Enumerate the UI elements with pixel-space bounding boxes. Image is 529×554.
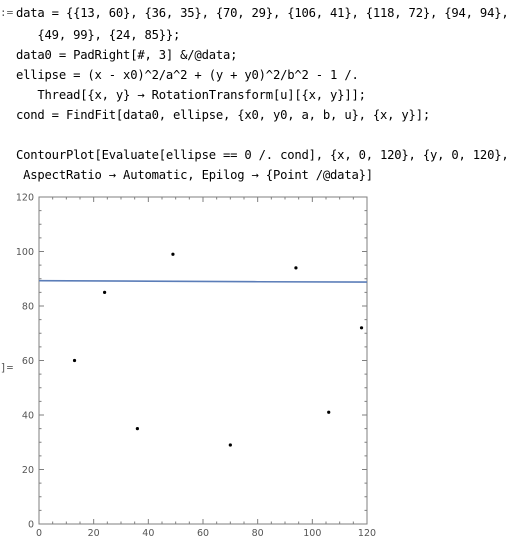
notebook-input-cell[interactable]: := data = {{13, 60}, {36, 35}, {70, 29},… <box>0 0 529 190</box>
x-tick-label: 20 <box>88 528 100 539</box>
contour-line <box>38 279 368 283</box>
x-tick-label: 120 <box>358 528 376 539</box>
x-tick-label: 60 <box>197 528 209 539</box>
data-point <box>103 290 107 294</box>
y-tick-label: 120 <box>16 193 34 204</box>
data-point <box>327 410 331 414</box>
data-point <box>228 443 232 447</box>
x-tick-label: 80 <box>252 528 264 539</box>
output-cell-marker: ]= <box>0 361 14 374</box>
x-tick-label: 0 <box>36 528 42 539</box>
code-line-8[interactable]: ContourPlot[Evaluate[ellipse == 0 /. con… <box>16 148 509 162</box>
y-tick-label: 20 <box>22 465 34 476</box>
code-line-1[interactable]: data = {{13, 60}, {36, 35}, {70, 29}, {1… <box>16 6 509 20</box>
y-tick-label: 80 <box>22 302 34 313</box>
code-line-2[interactable]: {49, 99}, {24, 85}}; <box>16 28 181 42</box>
contour-plot[interactable]: 0 20 40 60 80 100 120 0 20 40 60 80 100 120 <box>0 190 529 549</box>
notebook-output-cell: ]= 0 20 40 60 80 100 120 0 20 40 60 80 100 120 <box>0 190 529 549</box>
x-tick-label: 40 <box>142 528 154 539</box>
data-point <box>72 358 77 363</box>
code-line-4[interactable]: ellipse = (x - x0)^2/a^2 + (y + y0)^2/b^… <box>16 68 359 82</box>
data-point <box>135 427 139 431</box>
code-line-9[interactable]: AspectRatio → Automatic, Epilog → {Point… <box>16 168 373 182</box>
data-point <box>359 326 364 330</box>
code-line-6[interactable]: cond = FindFit[data0, ellipse, {x0, y0, … <box>16 108 430 122</box>
y-tick-label: 0 <box>28 520 34 531</box>
x-tick-label: 100 <box>303 528 321 539</box>
code-line-3[interactable]: data0 = PadRight[#, 3] &/@data; <box>16 48 238 62</box>
plot-frame <box>38 196 368 525</box>
y-tick-label: 60 <box>22 356 34 367</box>
input-cell-marker: := <box>0 6 14 19</box>
data-point <box>171 252 175 256</box>
y-tick-label: 100 <box>16 247 34 258</box>
data-point <box>294 266 298 270</box>
code-line-5[interactable]: Thread[{x, y} → RotationTransform[u][{x,… <box>16 88 366 102</box>
y-tick-label: 40 <box>22 411 34 422</box>
